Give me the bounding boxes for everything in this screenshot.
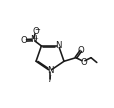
Text: O: O bbox=[32, 27, 39, 36]
Text: O: O bbox=[21, 36, 27, 45]
Text: I: I bbox=[48, 75, 51, 84]
Text: O: O bbox=[77, 46, 84, 55]
Text: N: N bbox=[46, 66, 53, 75]
Text: N: N bbox=[55, 41, 61, 50]
Text: −: − bbox=[34, 27, 40, 33]
Text: O: O bbox=[80, 58, 86, 67]
Text: +: + bbox=[33, 36, 38, 41]
Text: N: N bbox=[30, 35, 36, 44]
